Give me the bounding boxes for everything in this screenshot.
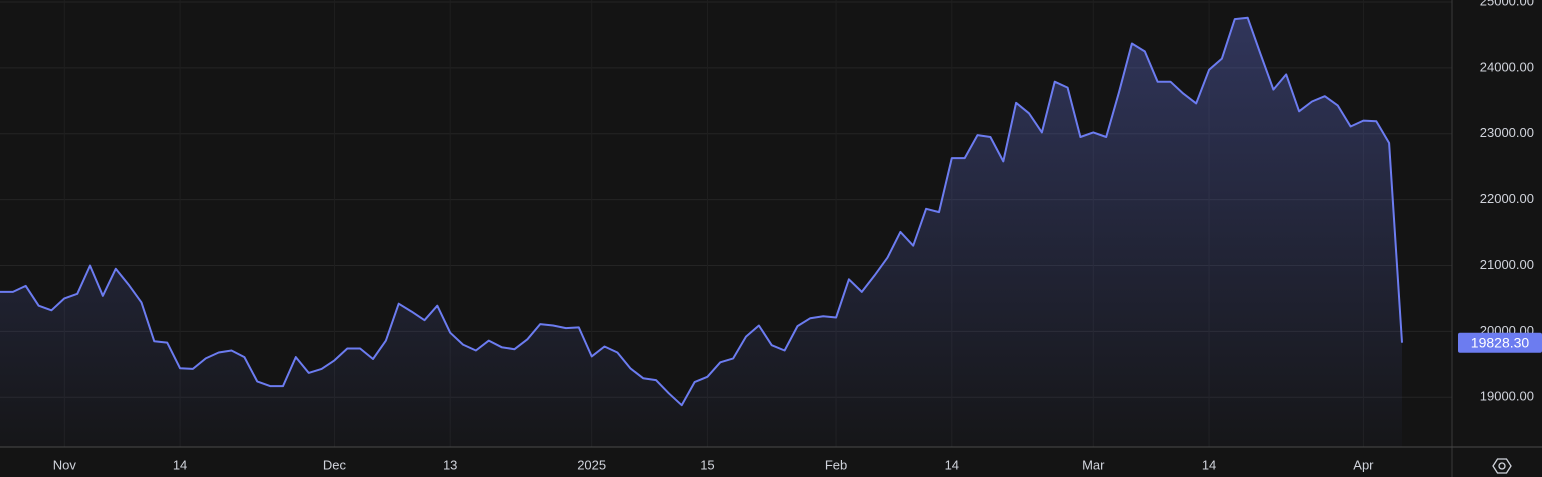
x-tick-label: 2025 xyxy=(577,457,606,472)
area xyxy=(0,17,1402,448)
x-tick-label: Dec xyxy=(323,457,347,472)
x-tick-label: Nov xyxy=(53,457,77,472)
x-tick-label: 13 xyxy=(443,457,457,472)
y-tick-label: 22000.00 xyxy=(1480,191,1534,206)
x-tick-label: Feb xyxy=(825,457,847,472)
y-tick-label: 21000.00 xyxy=(1480,257,1534,272)
x-tick-label: 14 xyxy=(945,457,959,472)
settings-button[interactable] xyxy=(1492,458,1512,474)
line xyxy=(0,16,1403,407)
x-tick-label: 15 xyxy=(700,457,714,472)
x-tick-label: Mar xyxy=(1082,457,1105,472)
x-tick-label: 14 xyxy=(173,457,187,472)
last-price-box xyxy=(1458,332,1542,353)
y-tick-label: 24000.00 xyxy=(1480,59,1534,74)
y-tick-label: 23000.00 xyxy=(1480,125,1534,140)
y-tick-label: 19000.00 xyxy=(1480,389,1534,404)
last-price-label: 19828.30 xyxy=(1471,334,1530,350)
x-tick-label: Apr xyxy=(1353,457,1374,472)
y-tick-label: 25000.00 xyxy=(1480,0,1534,8)
x-tick-label: 14 xyxy=(1202,457,1216,472)
plot xyxy=(0,16,1403,448)
labels: 19000.0020000.0021000.0022000.0023000.00… xyxy=(53,0,1542,472)
